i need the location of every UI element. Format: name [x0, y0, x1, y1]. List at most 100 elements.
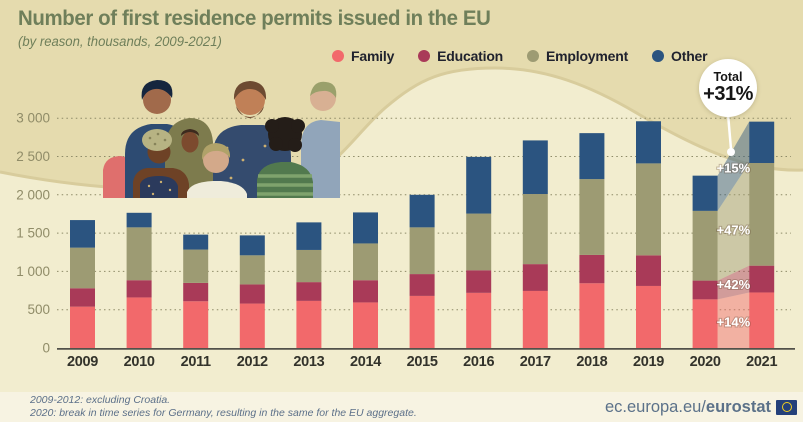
bar-segment-other-2017: [522, 140, 548, 195]
bar-segment-family-2013: [296, 300, 322, 348]
bar-segment-other-2013: [296, 222, 322, 250]
bar-segment-family-2011: [183, 301, 209, 348]
bar-segment-employment-2009: [70, 247, 95, 289]
year-label-2013: 2013: [293, 354, 324, 370]
employment-color-dot: [527, 50, 540, 62]
bar-segment-employment-2019: [636, 163, 661, 256]
bar-segment-education-2015: [409, 274, 435, 296]
eurostat-url: ec.europa.eu/eurostat: [604, 397, 771, 416]
family-color-dot: [332, 50, 344, 62]
bar-segment-education-2021: [749, 265, 775, 293]
legend-label: Other: [671, 48, 708, 64]
total-stem: [726, 113, 733, 150]
bar-segment-education-2014: [353, 280, 378, 303]
connector-family: [717, 292, 750, 348]
eu-flag-icon: [776, 399, 797, 415]
bar-segment-education-2011: [183, 282, 209, 302]
bar-segment-other-2009: [70, 220, 95, 248]
bar-segment-employment-2010: [126, 227, 152, 281]
bar-segment-other-2015: [409, 194, 435, 228]
footnote-line: 2009-2012: excluding Croatia.: [30, 393, 171, 406]
year-label-2015: 2015: [407, 354, 438, 370]
bar-segment-family-2020: [692, 299, 718, 348]
bar-segment-family-2017: [522, 290, 548, 348]
bar-segment-education-2010: [126, 280, 152, 298]
bar-segment-education-2019: [636, 255, 661, 286]
ytick-label-1500: 1 500: [16, 226, 50, 241]
education-color-dot: [418, 50, 431, 62]
bar-segment-employment-2012: [239, 255, 265, 285]
bar-segment-education-2012: [239, 284, 265, 304]
total-dot: [727, 148, 735, 156]
bar-segment-other-2012: [239, 235, 265, 256]
bar-segment-employment-2011: [183, 249, 209, 283]
total-annotation-label: Total: [713, 69, 743, 84]
bar-segment-other-2021: [749, 121, 775, 164]
legend-item-employment: Employment: [527, 48, 628, 64]
year-label-2021: 2021: [746, 354, 777, 370]
year-label-2020: 2020: [690, 354, 721, 370]
pct-label-education: +42%: [717, 277, 751, 292]
pct-label-employment: +47%: [717, 223, 751, 238]
page-title: Number of first residence permits issued…: [18, 6, 491, 30]
connector-other: [717, 121, 750, 211]
bar-segment-other-2010: [126, 212, 152, 228]
bar-segment-other-2011: [183, 234, 209, 250]
bar-segment-family-2014: [353, 302, 378, 348]
year-label-2019: 2019: [633, 354, 664, 370]
bar-segment-employment-2016: [466, 213, 492, 271]
ytick-label-2000: 2 000: [16, 187, 50, 202]
page-subtitle: (by reason, thousands, 2009-2021): [18, 34, 222, 49]
other-color-dot: [652, 50, 665, 62]
year-label-2011: 2011: [181, 354, 211, 370]
connector-employment: [717, 163, 750, 281]
people-illustration: [103, 80, 340, 198]
bar-segment-employment-2020: [692, 210, 718, 281]
bar-segment-family-2015: [409, 295, 435, 348]
total-annotation: Total +31%: [699, 59, 757, 117]
bar-segment-other-2018: [579, 133, 605, 180]
year-label-2014: 2014: [350, 354, 381, 370]
legend-label: Employment: [546, 48, 629, 64]
chart-legend: Family Education Employment Other: [332, 48, 708, 64]
ytick-label-0: 0: [42, 341, 50, 356]
bar-segment-family-2012: [239, 303, 265, 348]
legend-item-other: Other: [652, 48, 708, 64]
bar-segment-family-2018: [579, 283, 605, 348]
bar-segment-education-2016: [466, 270, 492, 293]
bar-segment-other-2020: [692, 175, 718, 211]
footer: 2009-2012: excluding Croatia. 2020: brea…: [0, 392, 803, 422]
year-label-2009: 2009: [67, 354, 98, 370]
ytick-label-2500: 2 500: [16, 149, 50, 164]
bar-segment-family-2010: [126, 297, 152, 348]
ytick-label-500: 500: [27, 302, 50, 317]
year-label-2016: 2016: [463, 354, 494, 370]
bar-segment-employment-2015: [409, 227, 435, 275]
bar-segment-education-2020: [692, 280, 718, 300]
pct-label-other: +15%: [717, 160, 751, 175]
total-annotation-value: +31%: [703, 83, 753, 106]
bar-segment-education-2018: [579, 254, 605, 284]
connector-education: [717, 265, 750, 300]
bar-segment-education-2009: [70, 288, 95, 307]
bar-segment-employment-2021: [749, 163, 775, 266]
bar-segment-employment-2014: [353, 243, 378, 281]
footnotes: 2009-2012: excluding Croatia. 2020: brea…: [30, 394, 417, 420]
bar-segment-family-2019: [636, 285, 661, 348]
bar-segment-employment-2018: [579, 179, 605, 255]
ytick-label-1000: 1 000: [16, 264, 50, 279]
bar-segment-family-2016: [466, 292, 492, 348]
legend-item-family: Family: [332, 48, 394, 64]
bar-segment-other-2019: [636, 121, 661, 164]
year-label-2017: 2017: [520, 354, 551, 370]
bar-segment-other-2016: [466, 156, 492, 214]
legend-label: Family: [351, 48, 395, 64]
bar-segment-family-2021: [749, 292, 775, 348]
footnote-line: 2020: break in time series for Germany, …: [30, 407, 417, 419]
bar-segment-family-2009: [70, 306, 95, 348]
legend-item-education: Education: [418, 48, 503, 64]
bar-segment-employment-2017: [522, 194, 548, 265]
bar-segment-education-2013: [296, 282, 322, 301]
